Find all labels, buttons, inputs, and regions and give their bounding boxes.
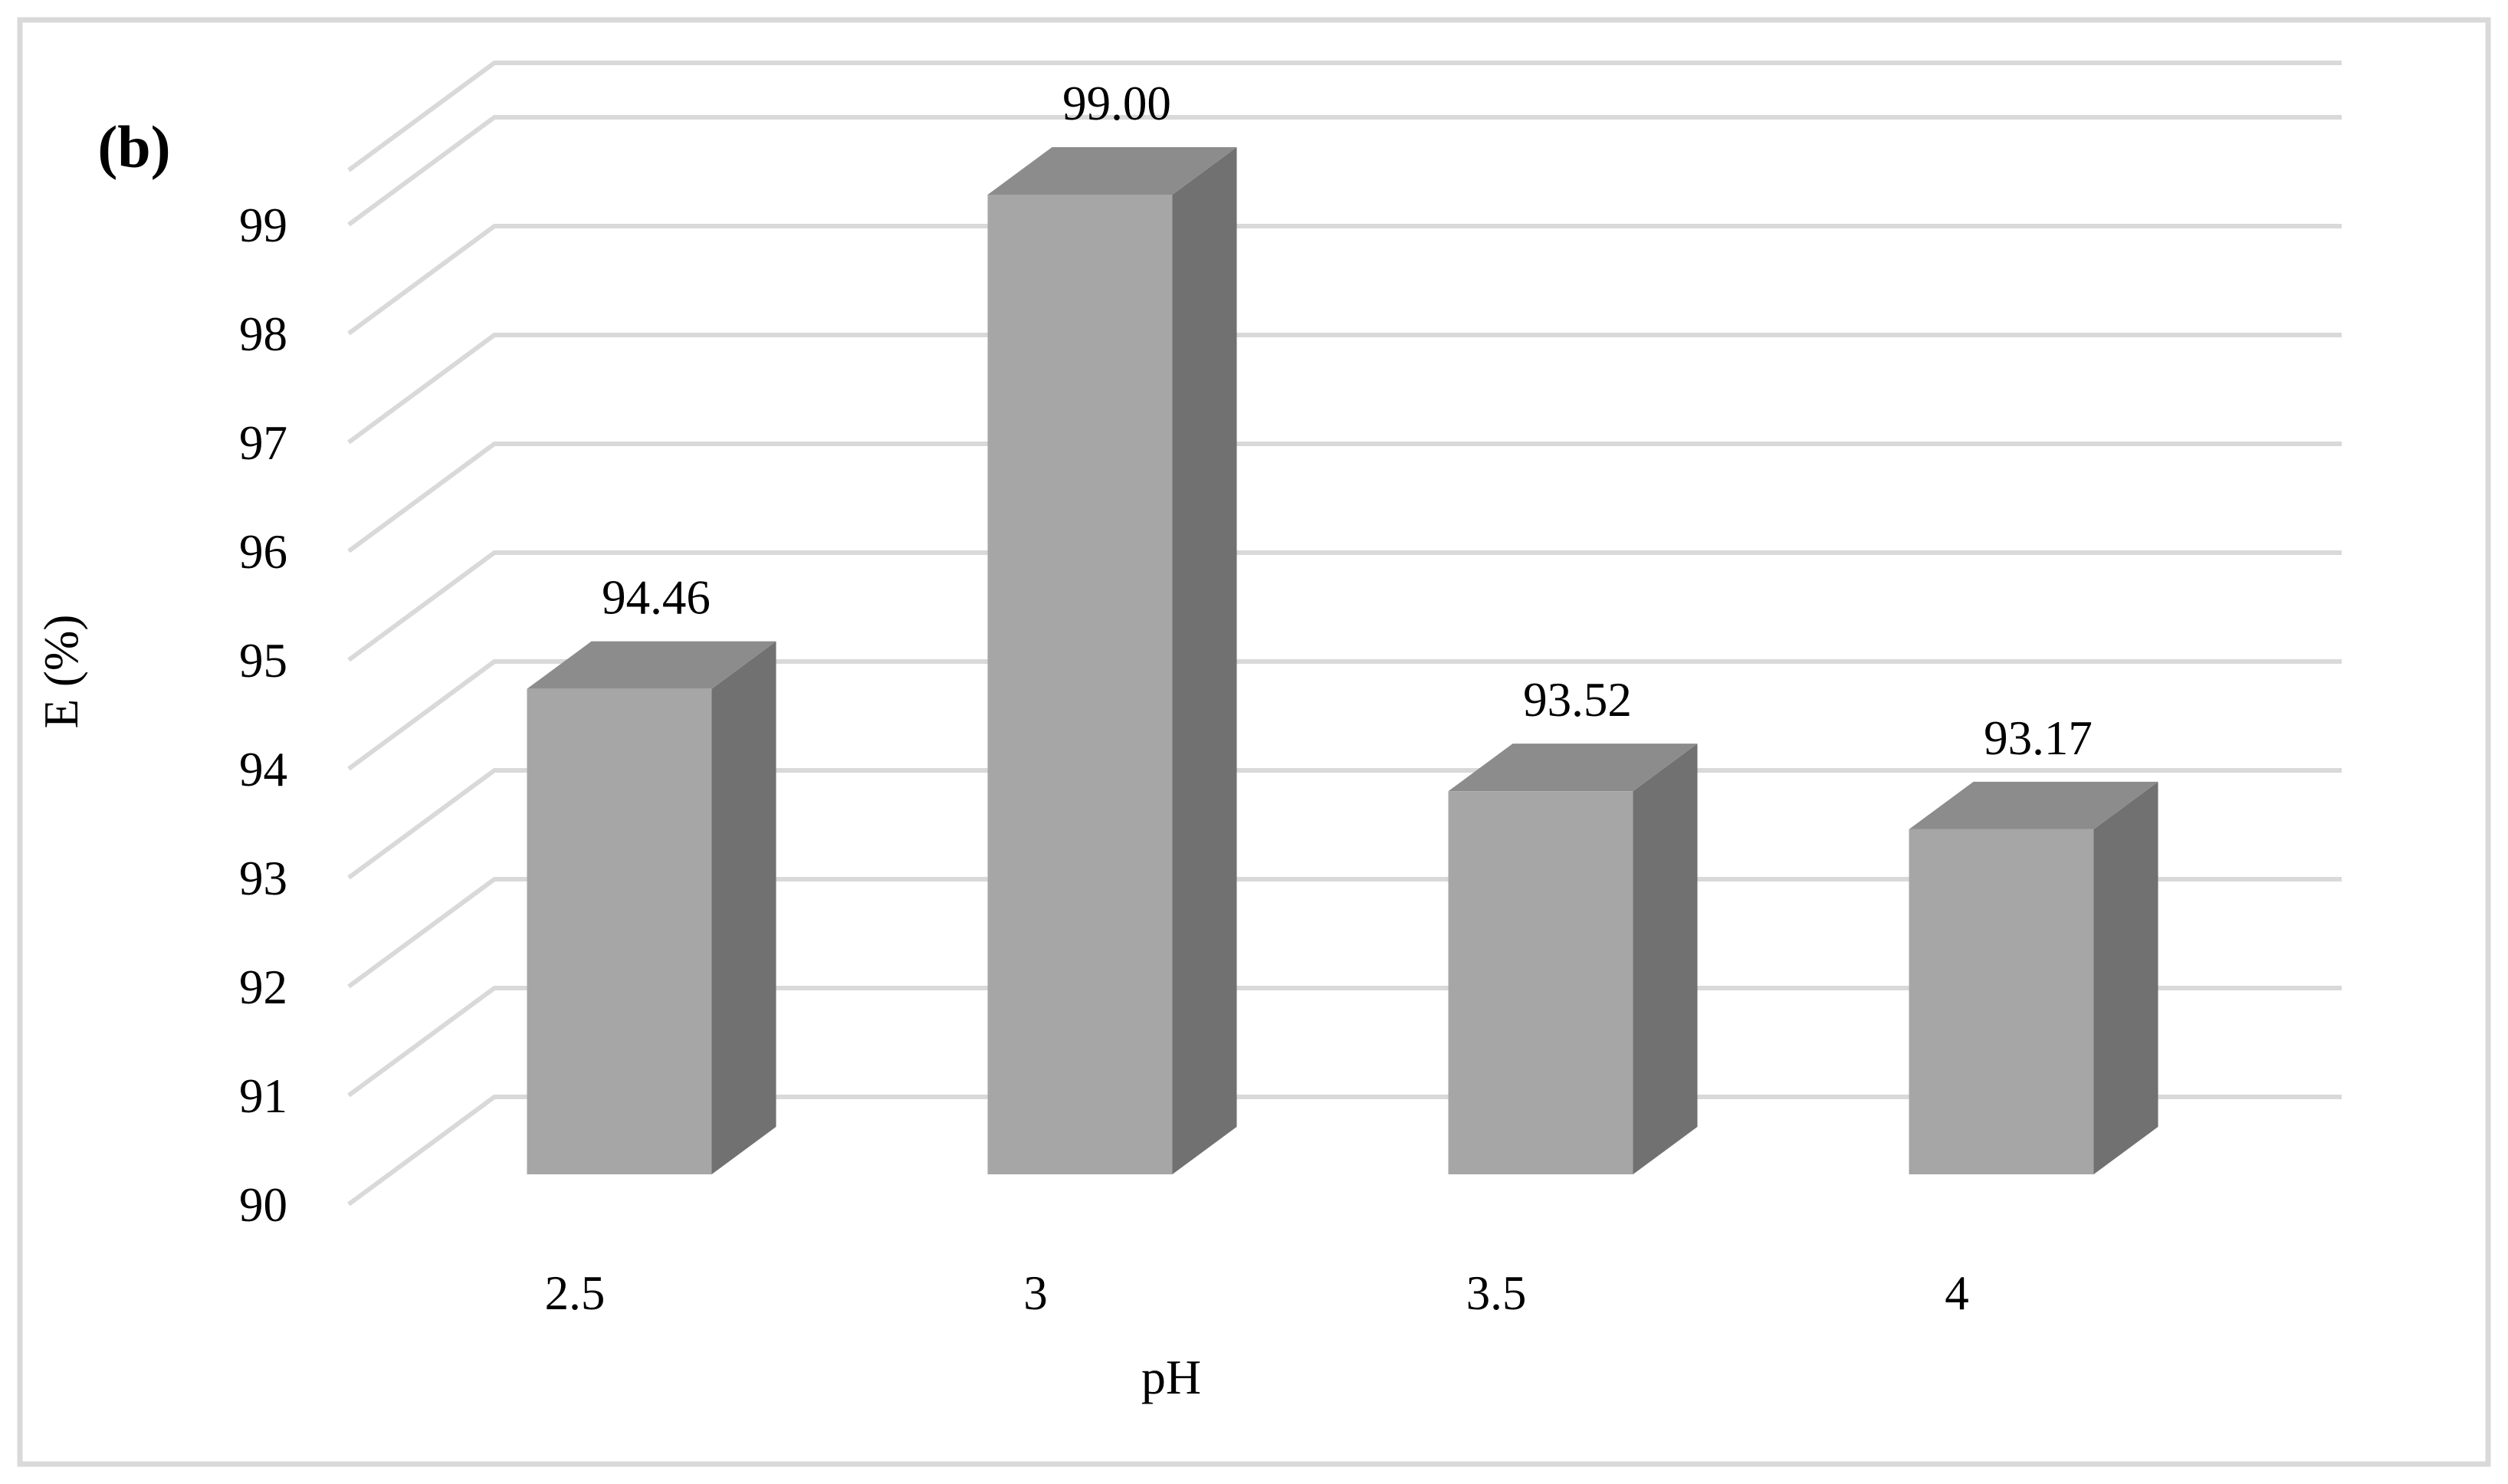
y-tick-label: 99 xyxy=(239,199,287,252)
y-tick-label: 97 xyxy=(239,416,287,470)
gridline xyxy=(347,1095,2342,1207)
bar-column xyxy=(987,147,1237,1174)
y-tick-labels: 99 98 97 96 95 94 93 92 91 90 xyxy=(239,199,287,1232)
x-category-label: 3.5 xyxy=(1466,1266,1527,1320)
x-category-labels: 2.5 3 3.5 4 xyxy=(545,1266,1969,1320)
data-label: 94.46 xyxy=(602,571,711,625)
data-labels: 94.46 99.00 93.52 93.17 xyxy=(602,77,2093,765)
bar-face-side xyxy=(711,641,776,1174)
bar-face-front xyxy=(527,688,712,1174)
gridline xyxy=(347,442,2342,553)
gridline xyxy=(347,333,2342,445)
bar-column xyxy=(527,641,776,1174)
y-tick-label: 91 xyxy=(239,1069,287,1123)
y-tick-label: 96 xyxy=(239,525,287,579)
bar-face-top xyxy=(987,147,1237,195)
gridline xyxy=(347,768,2342,880)
bar-face-top xyxy=(527,641,776,689)
bar-face-front xyxy=(1909,829,2094,1174)
bar-column xyxy=(1909,781,2158,1174)
bar-face-top xyxy=(1448,744,1698,792)
y-tick-label: 94 xyxy=(239,743,287,796)
bar-face-side xyxy=(2093,781,2158,1174)
gridline xyxy=(347,877,2342,989)
data-label: 93.17 xyxy=(1984,711,2093,765)
y-tick-label: 95 xyxy=(239,634,287,688)
bar-column xyxy=(1448,744,1698,1174)
bar-face-side xyxy=(1633,744,1698,1174)
bar-face-front xyxy=(987,195,1173,1174)
wall-top-edge xyxy=(347,61,2342,172)
x-category-label: 2.5 xyxy=(545,1266,606,1320)
y-tick-label: 90 xyxy=(239,1178,287,1232)
gridline xyxy=(347,224,2342,336)
y-tick-label: 92 xyxy=(239,960,287,1014)
figure-label: (b) xyxy=(97,113,170,180)
gridline xyxy=(347,115,2342,227)
y-tick-label: 98 xyxy=(239,307,287,361)
x-category-label: 3 xyxy=(1023,1266,1048,1320)
gridline xyxy=(347,550,2342,662)
y-tick-label: 93 xyxy=(239,852,287,905)
data-label: 93.52 xyxy=(1523,673,1632,727)
gridline xyxy=(347,659,2342,771)
bar-face-front xyxy=(1448,791,1633,1174)
bars-series xyxy=(527,147,2158,1174)
y-axis-title: E (%) xyxy=(34,615,88,729)
bar-face-side xyxy=(1172,147,1237,1174)
x-axis-title: pH xyxy=(1141,1350,1201,1404)
bar-face-top xyxy=(1909,781,2158,829)
chart-frame xyxy=(17,17,2491,1467)
gridline xyxy=(347,986,2342,1098)
data-label: 99.00 xyxy=(1062,77,1171,130)
gridlines xyxy=(347,61,2342,1207)
x-category-label: 4 xyxy=(1945,1266,1969,1320)
